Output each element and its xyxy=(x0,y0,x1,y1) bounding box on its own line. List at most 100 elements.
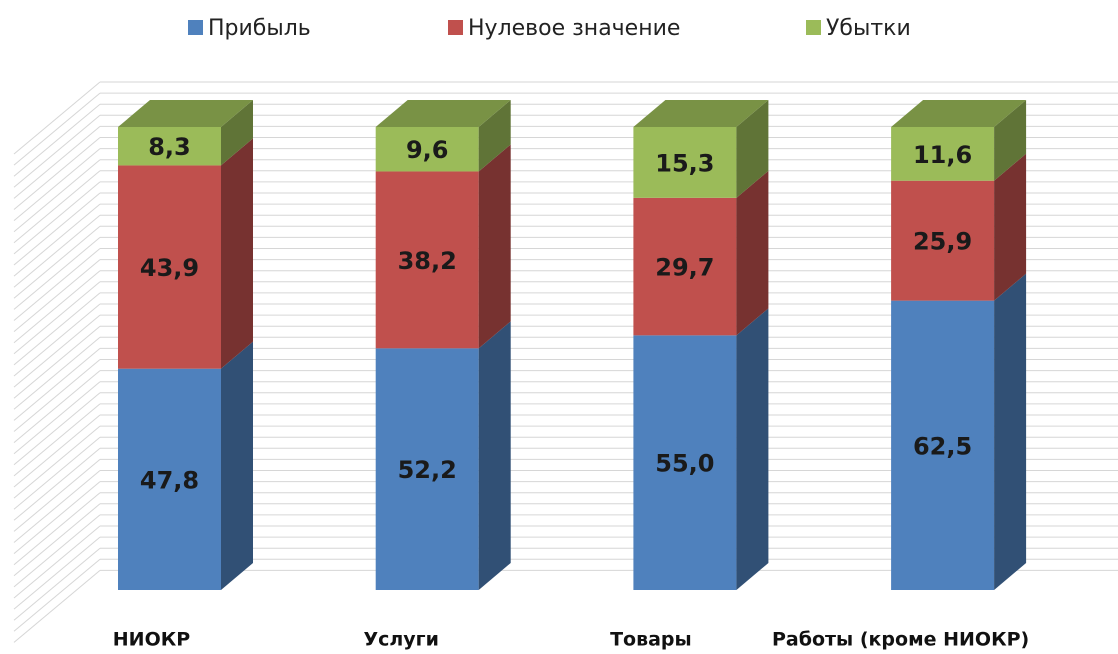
bar-front xyxy=(891,180,995,301)
x-tick-label: Работы (кроме НИОКР) xyxy=(772,629,1029,651)
bar-side xyxy=(478,144,511,349)
value-label: 55,0 xyxy=(655,450,714,478)
wall-line xyxy=(13,492,101,566)
bar-side xyxy=(478,321,511,590)
bar-side xyxy=(994,100,1027,181)
bar-side xyxy=(736,308,769,590)
wall-line xyxy=(13,225,101,299)
bar-segment xyxy=(375,144,511,349)
bar-segment xyxy=(118,138,253,369)
legend-swatch xyxy=(188,20,203,35)
wall-line xyxy=(13,148,101,221)
wall-line xyxy=(13,470,101,543)
bar-side xyxy=(994,273,1027,590)
wall-line xyxy=(13,181,101,255)
wall-line xyxy=(13,570,101,643)
bar-front xyxy=(375,171,479,349)
wall-line xyxy=(13,203,101,277)
bar-segment xyxy=(375,100,511,172)
wall-line xyxy=(13,292,101,366)
wall-line xyxy=(13,336,101,410)
bar-segment xyxy=(891,153,1027,301)
bar-top xyxy=(375,100,511,127)
value-label: 9,6 xyxy=(406,136,449,164)
wall-line xyxy=(13,370,101,443)
wall-line xyxy=(13,137,101,210)
bar-side xyxy=(478,100,511,172)
wall-line xyxy=(13,436,101,510)
wall-line xyxy=(13,359,101,432)
wall-line xyxy=(13,348,101,421)
legend-label: Убытки xyxy=(826,16,911,41)
wall-line xyxy=(13,214,101,288)
wall-line xyxy=(13,536,101,610)
x-tick-label: Товары xyxy=(610,629,692,651)
value-label: 43,9 xyxy=(140,254,199,282)
bar-top xyxy=(118,100,253,127)
value-label: 62,5 xyxy=(913,432,972,460)
wall-line xyxy=(13,248,101,321)
bar-segment xyxy=(633,308,769,590)
bar-front xyxy=(375,348,479,590)
bar-segment xyxy=(118,100,253,166)
wall-line xyxy=(13,126,101,199)
wall-line xyxy=(13,81,101,155)
wall-line xyxy=(13,281,101,355)
wall-line xyxy=(13,459,101,532)
wall-line xyxy=(13,403,101,477)
wall-line xyxy=(13,558,101,632)
value-label: 38,2 xyxy=(398,247,457,275)
wall-line xyxy=(13,447,101,521)
wall-line xyxy=(13,103,101,177)
value-label: 47,8 xyxy=(140,466,199,494)
wall-line xyxy=(13,425,101,499)
x-tick-label: НИОКР xyxy=(113,629,190,651)
bar-side xyxy=(736,100,769,198)
bar-segment xyxy=(375,321,511,590)
bar-top xyxy=(633,100,769,127)
wall-line xyxy=(13,392,101,466)
legend-label: Прибыль xyxy=(208,16,311,41)
value-label: 29,7 xyxy=(655,254,714,282)
wall-line xyxy=(13,481,101,554)
bar-segment xyxy=(633,100,769,198)
legend-swatch xyxy=(448,20,463,35)
bar-side xyxy=(736,170,769,336)
wall-line xyxy=(13,525,101,599)
bar-front xyxy=(633,127,737,198)
bar-side xyxy=(221,138,253,369)
bar-segment xyxy=(891,100,1027,181)
bar-front xyxy=(633,335,737,590)
bar-segment xyxy=(118,341,253,590)
wall-line xyxy=(13,192,101,266)
bar-segment xyxy=(891,273,1027,590)
bar-side xyxy=(221,100,253,166)
wall-line xyxy=(13,237,101,310)
wall-line xyxy=(13,514,101,588)
value-label: 52,2 xyxy=(398,456,457,484)
bar-segment xyxy=(633,170,769,336)
bar-front xyxy=(118,165,221,369)
bar-front xyxy=(375,127,479,172)
wall-line xyxy=(13,92,101,166)
bar-side xyxy=(221,341,253,590)
wall-line xyxy=(13,314,101,388)
bar-side xyxy=(994,153,1027,301)
wall-line xyxy=(13,114,101,188)
wall-line xyxy=(13,503,101,577)
wall-line xyxy=(13,159,101,233)
bar-front xyxy=(891,127,995,181)
bar-front xyxy=(118,127,221,166)
value-label: 15,3 xyxy=(655,149,714,177)
x-tick-label: Услуги xyxy=(363,629,438,651)
bar-front xyxy=(633,197,737,336)
wall-line xyxy=(13,325,101,399)
bar-top xyxy=(891,100,1027,127)
bar-front xyxy=(891,300,995,590)
value-label: 25,9 xyxy=(913,228,972,256)
wall-line xyxy=(13,547,101,621)
value-label: 8,3 xyxy=(148,133,191,161)
legend-swatch xyxy=(806,20,821,35)
wall-line xyxy=(13,303,101,377)
